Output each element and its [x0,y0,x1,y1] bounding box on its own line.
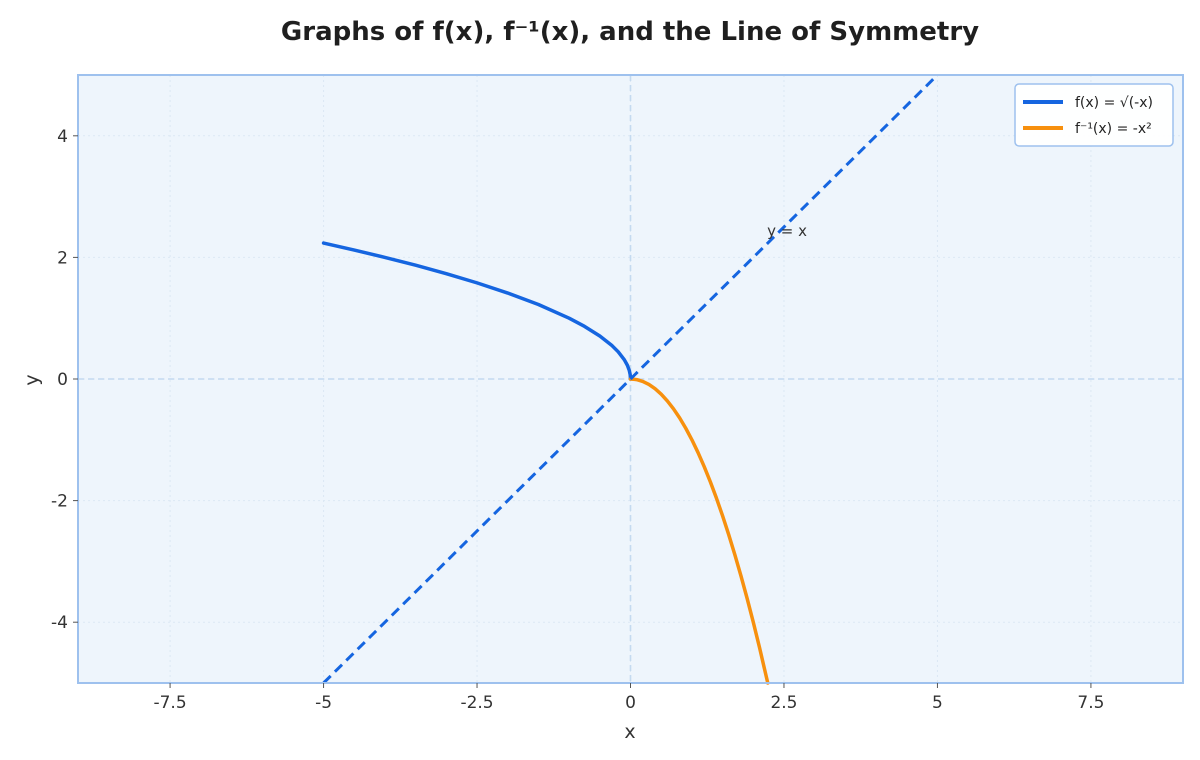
y-tick-label: -2 [51,492,68,512]
x-tick-label: 2.5 [770,693,797,713]
series-line-3 [322,73,939,685]
legend-label: f(x) = √(-x) [1075,95,1153,111]
legend: f(x) = √(-x) f⁻¹(x) = -x² [1014,83,1174,147]
series-line-2 [628,377,770,685]
y-tick-label: -4 [51,613,68,633]
x-tick-label: -2.5 [460,693,493,713]
y-tick-label: 4 [57,127,68,147]
annotation-label: y = x [767,222,807,240]
x-axis-label: x [624,721,635,743]
y-axis-ticks: -4 -2 0 2 4 [51,127,78,633]
y-tick-label: 2 [57,248,68,268]
series-group [321,73,939,685]
y-tick-label: 0 [57,370,68,390]
chart-title: Graphs of f(x), f⁻¹(x), and the Line of … [281,17,979,47]
x-tick-label: -7.5 [153,693,186,713]
x-tick-label: 0 [625,693,636,713]
x-tick-label: 5 [932,693,943,713]
x-tick-label: 7.5 [1077,693,1104,713]
y-axis-label: y [21,374,43,385]
annotations: y = x [767,222,807,240]
legend-box [1014,83,1174,147]
series-line-1 [321,241,633,381]
x-axis-ticks: -7.5 -5 -2.5 0 2.5 5 7.5 [153,683,1104,713]
legend-label: f⁻¹(x) = -x² [1075,121,1152,137]
x-tick-label: -5 [315,693,332,713]
